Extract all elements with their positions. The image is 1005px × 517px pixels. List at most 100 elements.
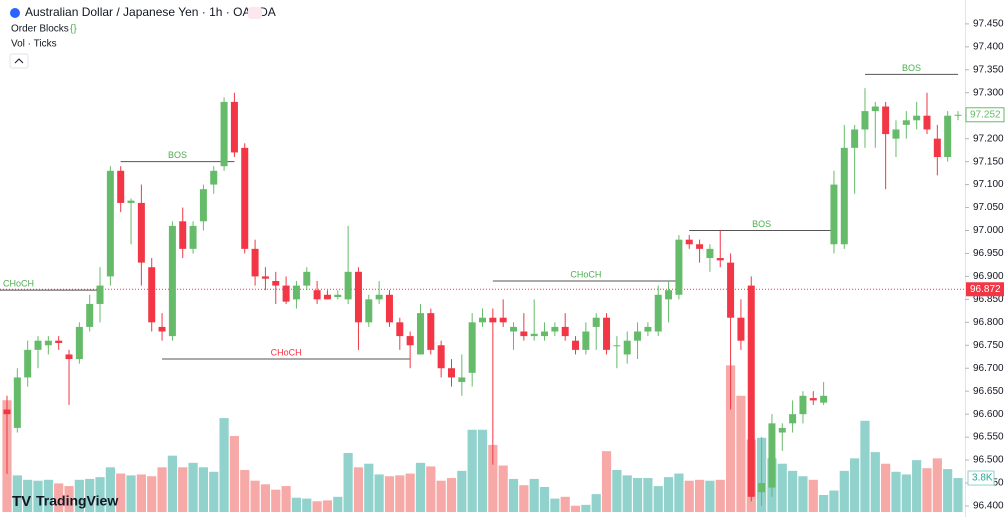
y-tick-label: 97.000 bbox=[973, 225, 1004, 236]
last-price-label: 97.252 bbox=[970, 109, 1001, 120]
candle-body bbox=[727, 262, 735, 318]
candle-body bbox=[675, 239, 683, 295]
volume-bar bbox=[312, 501, 322, 512]
candle-body bbox=[944, 115, 952, 158]
volume-bar bbox=[436, 480, 446, 512]
volume-bar bbox=[477, 429, 488, 512]
candle-body bbox=[75, 326, 83, 360]
candle-body bbox=[199, 189, 207, 222]
structure-label: CHoCH bbox=[570, 269, 601, 279]
volume-bar bbox=[736, 395, 746, 512]
candle-body bbox=[634, 331, 642, 341]
volume-bar bbox=[281, 486, 291, 512]
volume-bar bbox=[384, 476, 395, 512]
y-tick-label: 96.550 bbox=[973, 432, 1004, 443]
volume-bar bbox=[33, 480, 43, 512]
volume-bar bbox=[271, 489, 281, 512]
candle-body bbox=[189, 225, 197, 249]
candle-body bbox=[34, 340, 42, 350]
volume-bar bbox=[457, 470, 467, 512]
candle-body bbox=[323, 294, 331, 300]
volume-bar bbox=[12, 475, 22, 512]
candle-body bbox=[220, 101, 228, 167]
volume-bar bbox=[157, 467, 167, 512]
volume-bar bbox=[612, 469, 622, 512]
volume-bar bbox=[529, 478, 539, 512]
candle-body bbox=[261, 276, 269, 279]
candle-body bbox=[830, 184, 838, 245]
candle-body bbox=[820, 395, 828, 403]
volume-bar bbox=[467, 429, 477, 512]
symbol-title: Australian Dollar / Japanese Yen · 1h · … bbox=[25, 5, 276, 19]
y-tick-label: 96.500 bbox=[973, 455, 1004, 466]
candle-body bbox=[117, 170, 125, 203]
volume-bar bbox=[198, 467, 209, 512]
volume-bar bbox=[715, 479, 725, 512]
volume-bar bbox=[663, 477, 674, 512]
candle-body bbox=[706, 248, 714, 259]
volume-bar bbox=[705, 480, 715, 512]
candle-body bbox=[902, 120, 910, 125]
volume-bar bbox=[95, 477, 105, 512]
candle-body bbox=[954, 114, 962, 116]
candle-body bbox=[541, 331, 549, 337]
candle-body bbox=[892, 129, 900, 139]
candle-body bbox=[479, 317, 486, 323]
candle-body bbox=[778, 427, 786, 433]
y-tick-label: 96.700 bbox=[973, 363, 1004, 374]
volume-bar bbox=[850, 458, 860, 512]
candle-body bbox=[148, 267, 156, 323]
volume-bar bbox=[240, 469, 250, 512]
volume-bar bbox=[395, 475, 405, 512]
candle-body bbox=[158, 326, 166, 332]
candle-body bbox=[882, 106, 890, 135]
candle-body bbox=[458, 377, 466, 383]
volume-bar bbox=[798, 476, 808, 512]
candle-body bbox=[354, 271, 362, 323]
collapse-icon bbox=[14, 58, 24, 64]
structure-label: BOS bbox=[752, 219, 771, 229]
y-tick-label: 97.300 bbox=[973, 87, 1004, 98]
volume-bar bbox=[953, 478, 963, 512]
candle-body bbox=[396, 322, 404, 337]
volume-bar bbox=[126, 475, 136, 512]
logo-text: TradingView bbox=[36, 493, 118, 509]
candle-body bbox=[758, 483, 766, 493]
volume-bar bbox=[343, 452, 353, 512]
logo: TV TradingView bbox=[12, 493, 118, 510]
candle-body bbox=[86, 303, 94, 327]
volume-bar bbox=[260, 484, 271, 512]
candle-body bbox=[282, 285, 290, 302]
volume-bar bbox=[291, 497, 302, 512]
y-tick-label: 96.600 bbox=[973, 409, 1004, 420]
candle-body bbox=[365, 299, 373, 323]
volume-bar bbox=[881, 463, 891, 512]
candle-body bbox=[592, 317, 600, 327]
volume-bar bbox=[694, 479, 705, 512]
volume-bar bbox=[74, 479, 84, 512]
volume-bar bbox=[622, 475, 632, 512]
legend: Australian Dollar / Japanese Yen · 1h · … bbox=[9, 5, 276, 69]
volume-bar bbox=[426, 466, 436, 512]
volume-bar bbox=[591, 494, 601, 512]
market-icon[interactable] bbox=[248, 7, 262, 19]
volume-bar bbox=[136, 474, 146, 512]
volume-bar bbox=[116, 473, 126, 512]
candle-body bbox=[809, 398, 817, 401]
volume-bar bbox=[808, 479, 818, 512]
volume-label: 3.8K bbox=[972, 473, 993, 484]
collapse-button[interactable] bbox=[9, 53, 29, 69]
candle-body bbox=[696, 244, 704, 249]
candle-body bbox=[933, 138, 941, 158]
volume-bar bbox=[178, 467, 188, 512]
candle-body bbox=[292, 285, 300, 300]
volume-bar bbox=[777, 463, 787, 512]
volume-bar bbox=[147, 476, 157, 512]
volume-bar bbox=[353, 467, 364, 512]
price-line-tag bbox=[966, 282, 1004, 297]
candle-body bbox=[510, 326, 518, 332]
volume-bar bbox=[219, 418, 229, 512]
candle-body bbox=[375, 294, 383, 300]
volume-bar bbox=[922, 468, 932, 512]
volume-bar bbox=[322, 500, 333, 512]
